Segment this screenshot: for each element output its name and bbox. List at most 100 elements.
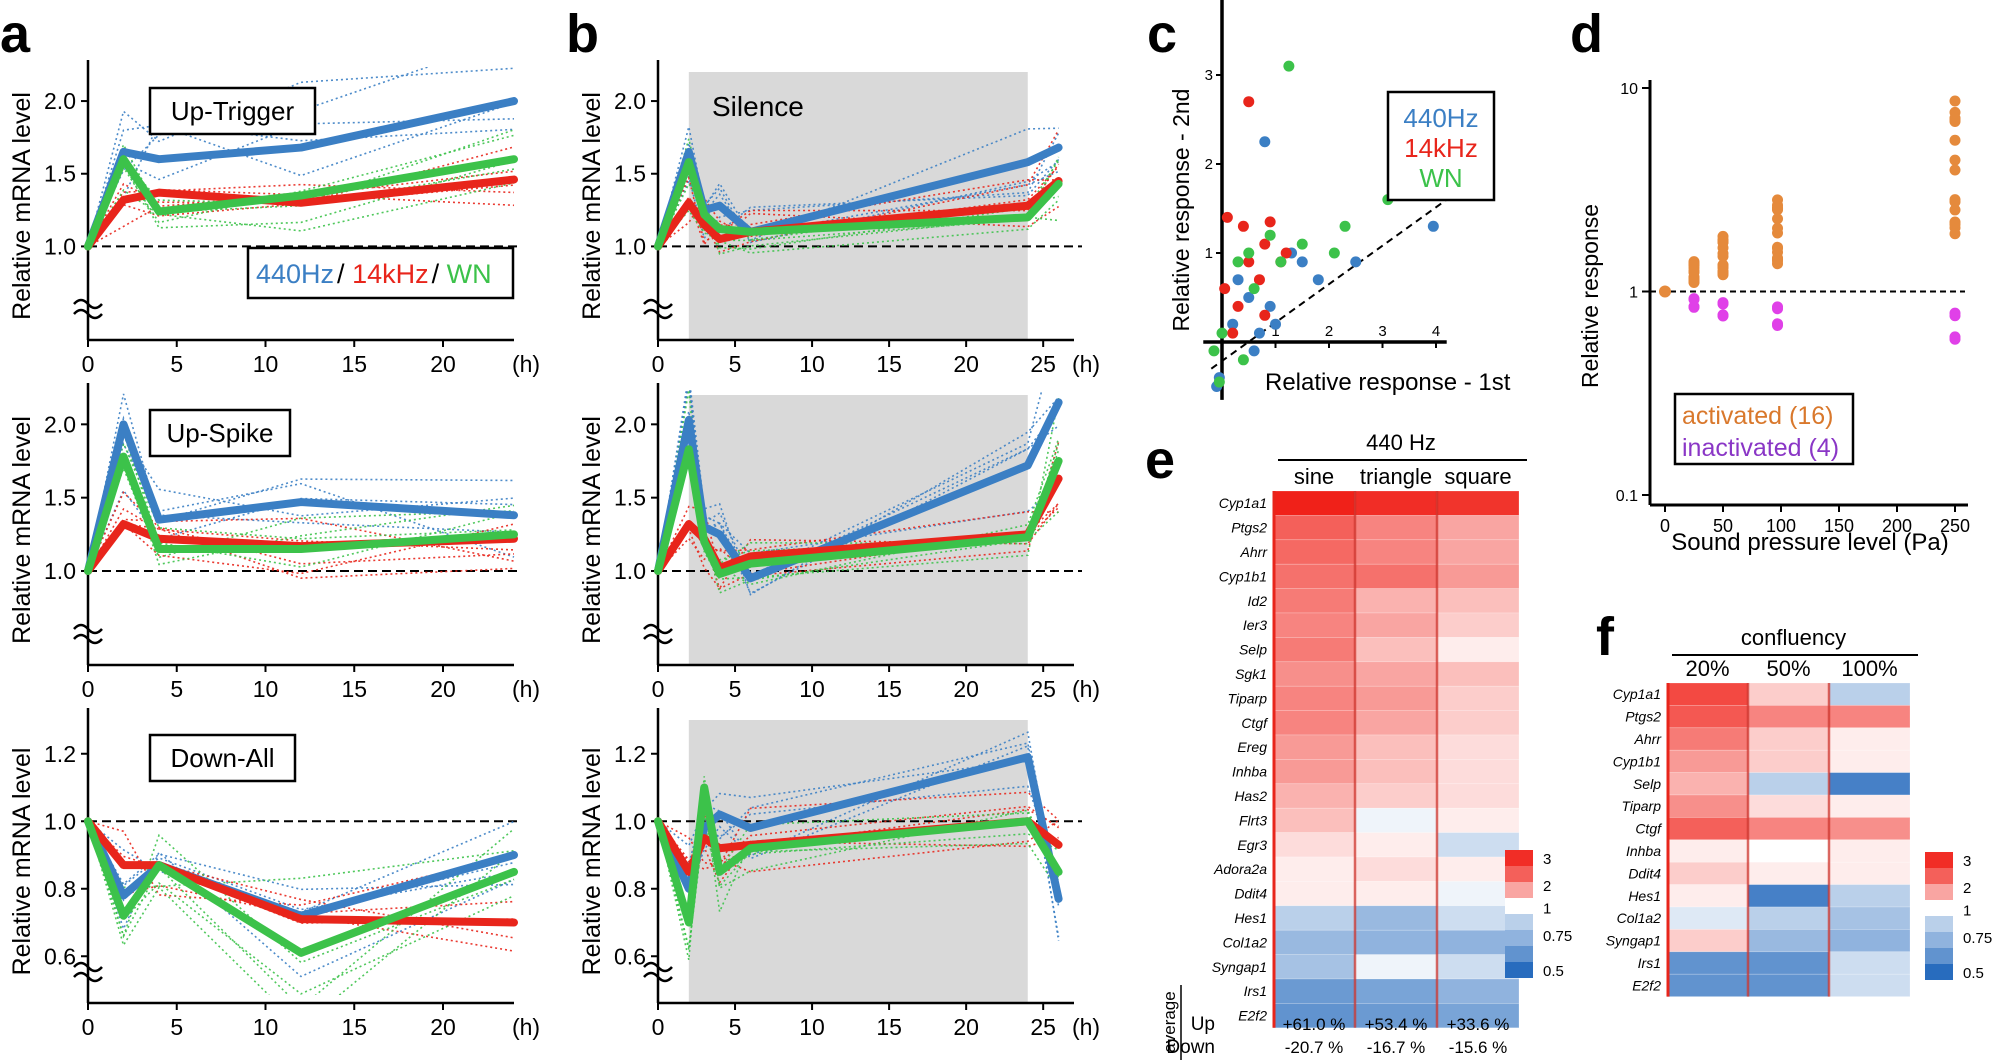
heat-cell — [1747, 727, 1830, 751]
trace-440Hz — [87, 67, 431, 247]
trace-440Hz — [657, 731, 1060, 907]
trace-WN — [87, 134, 515, 247]
x-tick-label: 20 — [953, 676, 979, 702]
colorbar-swatch — [1505, 946, 1533, 962]
row-label: Cyp1a1 — [1613, 686, 1661, 702]
heat-cell — [1436, 759, 1520, 785]
scatter-point-440Hz — [1264, 300, 1276, 312]
trace-14kHz — [87, 491, 515, 572]
y-tick-label: 1.0 — [44, 233, 76, 259]
trace-440Hz — [87, 393, 515, 572]
heat-cell — [1354, 563, 1438, 589]
legend-entry: 14kHz — [352, 259, 429, 289]
trace-activated (16) — [1665, 101, 1955, 284]
colorbar-label: 0.5 — [1543, 963, 1564, 980]
x-tick-label: 2 — [1325, 323, 1333, 340]
chart-b3: 0.6 0.8 1.0 1.2 0 5 10 15 20 25 (h) Relative mRNA l… — [578, 708, 1100, 1040]
x-tick-label: 0 — [82, 676, 95, 702]
x-tick-label: 10 — [799, 1014, 825, 1040]
x-tick-label: 250 — [1940, 516, 1970, 536]
legend-entry: WN — [1419, 163, 1462, 193]
y-tick-label: 1.2 — [44, 741, 76, 767]
chart-title: Down-All — [170, 743, 274, 773]
trace-activated (16) — [1665, 170, 1955, 286]
heat-cell — [1666, 727, 1749, 751]
scatter-point-14kHz — [1243, 256, 1255, 268]
column-label: sine — [1294, 464, 1334, 489]
legend-entry: WN — [447, 259, 492, 289]
series-line-WN — [84, 817, 518, 957]
trace-WN — [657, 390, 1060, 580]
title-box — [148, 733, 297, 783]
scatter-point-440Hz — [1350, 256, 1362, 268]
scatter-point-WN — [1237, 354, 1249, 366]
row-label: Ptgs2 — [1231, 520, 1267, 536]
x-unit-label: (h) — [512, 676, 540, 702]
y-tick-label: 1.5 — [44, 161, 76, 187]
row-label: Cyp1b1 — [1613, 753, 1661, 769]
panel-letter-e: e — [1145, 430, 1175, 490]
trace-14kHz — [87, 522, 515, 579]
heat-cell — [1272, 929, 1356, 955]
trend-line — [1210, 198, 1448, 370]
row-label: Cyp1a1 — [1219, 495, 1267, 511]
row-label: Col1a2 — [1617, 910, 1662, 926]
scatter-point-440Hz — [1253, 327, 1265, 339]
heat-cell — [1828, 749, 1911, 773]
y-axis-label: Relative mRNA level — [578, 748, 606, 976]
scatter-point-440Hz — [1227, 318, 1239, 330]
heat-cell — [1828, 794, 1911, 818]
heat-cell — [1828, 772, 1911, 796]
heat-cell — [1354, 515, 1438, 541]
trace-440Hz — [657, 127, 1059, 247]
fit-line-activated (16) — [1665, 189, 1955, 287]
heat-cell — [1828, 727, 1911, 751]
panel-letter-a: a — [0, 4, 31, 64]
colorbar-label: 2 — [1963, 880, 1971, 897]
scatter-point-WN — [1243, 247, 1255, 259]
title-box — [148, 86, 317, 136]
x-tick-label: 20 — [953, 1014, 979, 1040]
legend-entry: / — [432, 259, 447, 289]
scatter-point-WN — [1232, 256, 1244, 268]
x-tick-label: 200 — [1882, 516, 1912, 536]
y-axis-label: Relative mRNA level — [8, 416, 36, 644]
trace-14kHz — [657, 165, 1060, 248]
point-inactivated (4) — [1949, 333, 1961, 345]
scatter-point-440Hz — [1243, 292, 1255, 303]
average-label: average — [1160, 991, 1179, 1052]
row-label: Id2 — [1248, 593, 1268, 609]
summary-value: -20.7 % — [1285, 1038, 1344, 1057]
chart-a2: 1.0 1.5 2.0 0 5 10 15 20 (h) Relative mRNA level U… — [8, 383, 540, 702]
axis-break — [643, 961, 673, 983]
y-tick-label: 0.6 — [614, 943, 646, 969]
trace-activated (16) — [1665, 222, 1955, 289]
trace-activated (16) — [1665, 210, 1955, 288]
axis-break — [73, 623, 103, 645]
heat-cell — [1272, 734, 1356, 760]
heat-cell — [1354, 856, 1438, 882]
point-activated (16) — [1949, 154, 1961, 166]
row-label: Ptgs2 — [1625, 709, 1661, 725]
point-activated (16) — [1949, 113, 1961, 125]
heat-cell — [1828, 817, 1911, 841]
panel-letter-f: f — [1596, 607, 1615, 667]
row-label: Tiparp — [1227, 690, 1267, 706]
heat-cell — [1436, 1003, 1520, 1029]
heat-cell — [1666, 929, 1749, 953]
row-label: Egr3 — [1237, 837, 1267, 853]
x-tick-label: 5 — [729, 676, 742, 702]
heat-cell — [1666, 951, 1749, 975]
axis-break — [643, 298, 673, 320]
heat-cell — [1354, 685, 1438, 711]
axis-break — [73, 961, 103, 983]
heat-cell — [1828, 929, 1911, 953]
colorbar-swatch — [1505, 914, 1533, 930]
point-activated (16) — [1949, 218, 1961, 230]
heat-cell — [1436, 661, 1520, 687]
trace-WN — [87, 182, 515, 247]
heat-cell — [1747, 749, 1830, 773]
heat-cell — [1828, 951, 1911, 975]
summary-label: Up — [1191, 1014, 1215, 1035]
trace-activated (16) — [1665, 234, 1955, 289]
